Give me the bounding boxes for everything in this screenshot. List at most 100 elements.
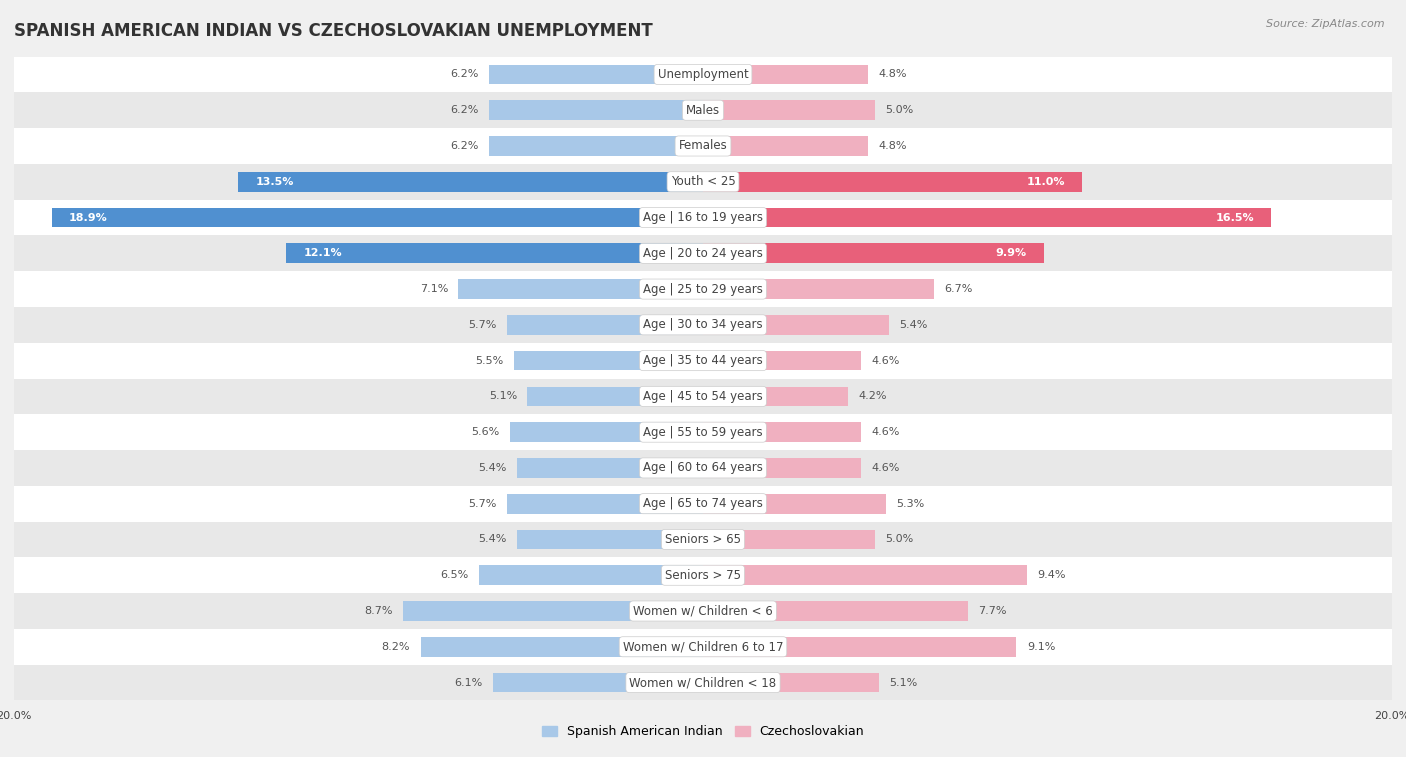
Text: 5.0%: 5.0%: [886, 534, 914, 544]
Text: 4.6%: 4.6%: [872, 463, 900, 473]
Text: 6.1%: 6.1%: [454, 678, 482, 687]
Text: 4.6%: 4.6%: [872, 356, 900, 366]
Bar: [494, 673, 703, 693]
Bar: [14, 522, 1392, 557]
Bar: [14, 164, 1392, 200]
Text: Age | 16 to 19 years: Age | 16 to 19 years: [643, 211, 763, 224]
Text: Age | 30 to 34 years: Age | 30 to 34 years: [643, 319, 763, 332]
Text: 6.2%: 6.2%: [451, 70, 479, 79]
Text: 5.0%: 5.0%: [886, 105, 914, 115]
Text: 13.5%: 13.5%: [256, 177, 294, 187]
Bar: [703, 530, 875, 550]
Text: 6.7%: 6.7%: [945, 284, 973, 294]
Text: 6.5%: 6.5%: [440, 570, 468, 580]
Bar: [489, 64, 703, 84]
Text: 5.1%: 5.1%: [489, 391, 517, 401]
Bar: [703, 279, 934, 299]
Text: Women w/ Children < 18: Women w/ Children < 18: [630, 676, 776, 689]
Bar: [458, 279, 703, 299]
Bar: [14, 271, 1392, 307]
Text: 9.9%: 9.9%: [995, 248, 1026, 258]
Text: Women w/ Children 6 to 17: Women w/ Children 6 to 17: [623, 640, 783, 653]
Bar: [479, 565, 703, 585]
Text: 6.2%: 6.2%: [451, 141, 479, 151]
Text: Source: ZipAtlas.com: Source: ZipAtlas.com: [1267, 19, 1385, 29]
Bar: [52, 207, 703, 227]
Text: Females: Females: [679, 139, 727, 152]
Text: Age | 60 to 64 years: Age | 60 to 64 years: [643, 462, 763, 475]
Bar: [703, 458, 862, 478]
Bar: [703, 172, 1083, 192]
Bar: [14, 665, 1392, 700]
Text: SPANISH AMERICAN INDIAN VS CZECHOSLOVAKIAN UNEMPLOYMENT: SPANISH AMERICAN INDIAN VS CZECHOSLOVAKI…: [14, 22, 652, 40]
Bar: [703, 387, 848, 407]
Bar: [703, 101, 875, 120]
Bar: [14, 450, 1392, 486]
Text: 5.4%: 5.4%: [900, 320, 928, 330]
Text: 5.4%: 5.4%: [478, 463, 506, 473]
Text: 5.7%: 5.7%: [468, 499, 496, 509]
Bar: [703, 673, 879, 693]
Bar: [287, 244, 703, 263]
Text: 18.9%: 18.9%: [69, 213, 108, 223]
Text: Age | 45 to 54 years: Age | 45 to 54 years: [643, 390, 763, 403]
Bar: [14, 200, 1392, 235]
Bar: [527, 387, 703, 407]
Bar: [513, 350, 703, 370]
Bar: [506, 315, 703, 335]
Text: 5.1%: 5.1%: [889, 678, 917, 687]
Text: 4.2%: 4.2%: [858, 391, 887, 401]
Bar: [489, 136, 703, 156]
Bar: [14, 343, 1392, 378]
Text: Age | 25 to 29 years: Age | 25 to 29 years: [643, 282, 763, 295]
Bar: [517, 458, 703, 478]
Text: 8.2%: 8.2%: [381, 642, 411, 652]
Text: 7.1%: 7.1%: [420, 284, 449, 294]
Text: 4.6%: 4.6%: [872, 427, 900, 437]
Bar: [14, 92, 1392, 128]
Bar: [489, 101, 703, 120]
Bar: [14, 486, 1392, 522]
Text: Age | 35 to 44 years: Age | 35 to 44 years: [643, 354, 763, 367]
Bar: [14, 378, 1392, 414]
Text: Males: Males: [686, 104, 720, 117]
Text: Seniors > 75: Seniors > 75: [665, 569, 741, 581]
Bar: [420, 637, 703, 656]
Text: 11.0%: 11.0%: [1026, 177, 1064, 187]
Text: 4.8%: 4.8%: [879, 141, 907, 151]
Bar: [506, 494, 703, 513]
Text: Seniors > 65: Seniors > 65: [665, 533, 741, 546]
Text: 5.6%: 5.6%: [471, 427, 499, 437]
Text: Age | 65 to 74 years: Age | 65 to 74 years: [643, 497, 763, 510]
Text: Women w/ Children < 6: Women w/ Children < 6: [633, 605, 773, 618]
Bar: [14, 57, 1392, 92]
Bar: [703, 244, 1045, 263]
Bar: [703, 601, 969, 621]
Bar: [404, 601, 703, 621]
Bar: [703, 64, 869, 84]
Text: 5.4%: 5.4%: [478, 534, 506, 544]
Legend: Spanish American Indian, Czechoslovakian: Spanish American Indian, Czechoslovakian: [537, 721, 869, 743]
Text: 5.7%: 5.7%: [468, 320, 496, 330]
Bar: [703, 422, 862, 442]
Bar: [510, 422, 703, 442]
Text: 6.2%: 6.2%: [451, 105, 479, 115]
Text: 5.5%: 5.5%: [475, 356, 503, 366]
Text: 7.7%: 7.7%: [979, 606, 1007, 616]
Bar: [14, 235, 1392, 271]
Text: 4.8%: 4.8%: [879, 70, 907, 79]
Text: 8.7%: 8.7%: [364, 606, 392, 616]
Bar: [703, 315, 889, 335]
Text: Age | 20 to 24 years: Age | 20 to 24 years: [643, 247, 763, 260]
Bar: [703, 637, 1017, 656]
Text: 12.1%: 12.1%: [304, 248, 342, 258]
Bar: [14, 593, 1392, 629]
Text: 9.4%: 9.4%: [1038, 570, 1066, 580]
Bar: [703, 494, 886, 513]
Bar: [517, 530, 703, 550]
Bar: [14, 128, 1392, 164]
Bar: [703, 350, 862, 370]
Text: Age | 55 to 59 years: Age | 55 to 59 years: [643, 425, 763, 438]
Bar: [14, 557, 1392, 593]
Text: 16.5%: 16.5%: [1216, 213, 1254, 223]
